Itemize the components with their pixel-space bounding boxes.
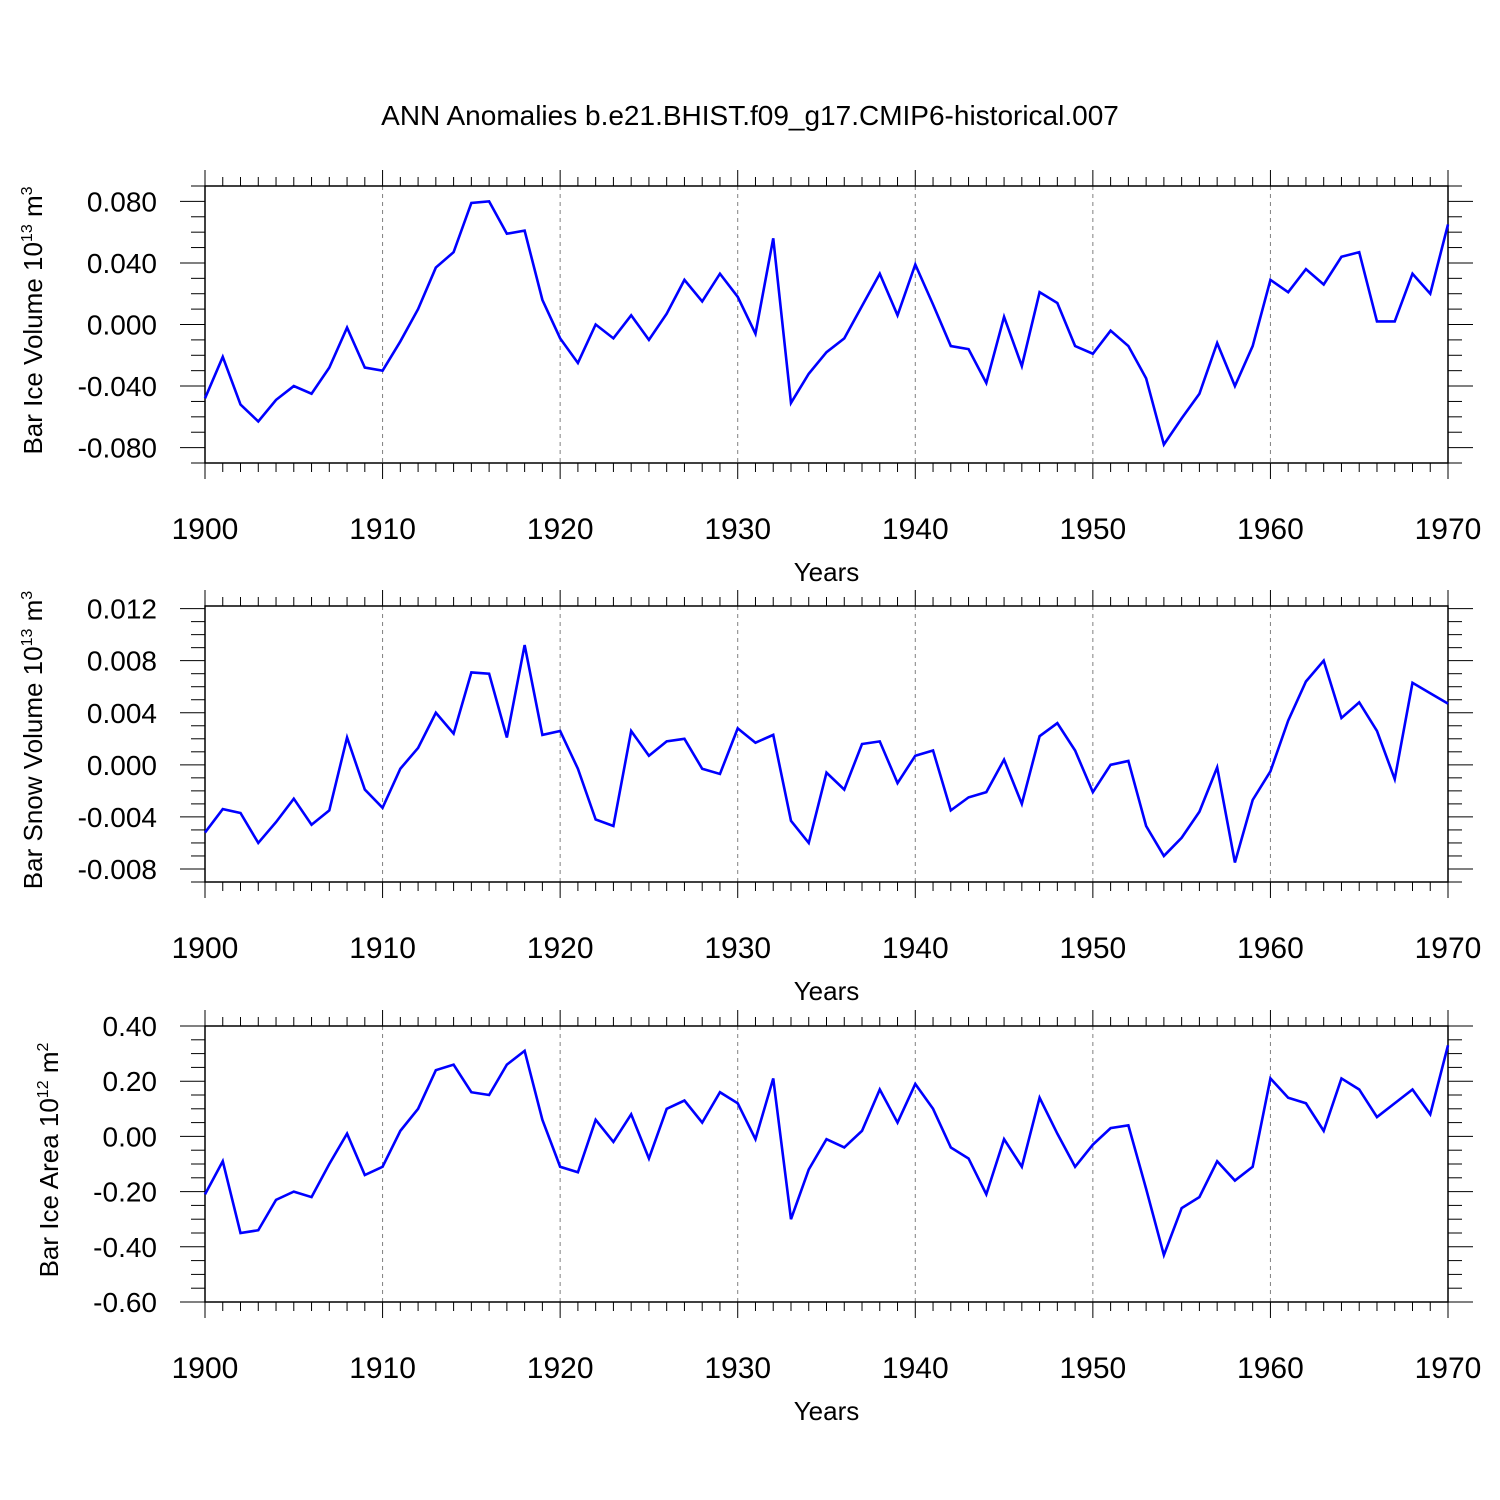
- panel-3: -0.60 -0.40 -0.20 0.00 0.20 0.40 1900 1910 1920 1…: [34, 1010, 1481, 1426]
- x-tick-label: 1940: [882, 932, 949, 965]
- x-tick-label: 1950: [1059, 932, 1126, 965]
- y-tick-label: 0.00: [103, 1121, 158, 1152]
- x-tick-label: 1960: [1237, 932, 1304, 965]
- y-tick-label: -0.60: [93, 1287, 157, 1318]
- x-tick-label: 1920: [527, 932, 594, 965]
- series-line: [203, 200, 1450, 448]
- y-axis-label-main: Bar Snow Volume 10: [18, 646, 48, 889]
- y-tick-label: -0.20: [93, 1177, 157, 1208]
- x-axis-label: Years: [794, 1396, 860, 1426]
- plot-frame: [204, 185, 1449, 464]
- series-line: [203, 644, 1449, 863]
- x-tick-label: 1970: [1415, 932, 1482, 965]
- x-tick-label: 1910: [349, 932, 416, 965]
- y-tick-label: 0.040: [87, 248, 157, 279]
- x-tick-label: 1920: [527, 513, 594, 546]
- x-tick-label: 1960: [1237, 513, 1304, 546]
- y-axis-label-unit-exponent: 3: [19, 186, 36, 195]
- y-axis-label-unit: m: [18, 195, 48, 224]
- x-tick-label: 1950: [1059, 513, 1126, 546]
- x-tick-label: 1930: [704, 932, 771, 965]
- x-tick-label: 1920: [527, 1352, 594, 1385]
- plot-frame: [204, 1025, 1449, 1303]
- x-axis-label: Years: [794, 557, 860, 587]
- x-tick-label: 1900: [172, 1352, 239, 1385]
- y-axis-label-unit-exponent: 2: [35, 1042, 52, 1051]
- y-tick-label: -0.040: [78, 371, 157, 402]
- y-axis-label-exponent: 12: [35, 1080, 52, 1098]
- y-tick-label: 0.080: [87, 186, 157, 217]
- x-tick-label: 1900: [172, 513, 239, 546]
- y-tick-label: 0.40: [103, 1011, 158, 1042]
- y-axis-label-unit: m: [34, 1051, 64, 1080]
- x-tick-label: 1940: [882, 513, 949, 546]
- y-axis-label: Bar Ice Area 1012 m2: [34, 1042, 64, 1277]
- x-tick-label: 1930: [704, 513, 771, 546]
- series-line: [203, 1044, 1450, 1260]
- y-tick-label: 0.000: [87, 310, 157, 341]
- x-tick-label: 1910: [349, 1352, 416, 1385]
- x-tick-label: 1970: [1415, 1352, 1482, 1385]
- y-axis-label-unit: m: [18, 600, 48, 629]
- y-axis-label-main: Bar Ice Area 10: [34, 1098, 64, 1277]
- y-tick-label: 0.012: [87, 594, 157, 625]
- x-axis-label: Years: [794, 976, 860, 1006]
- y-tick-label: 0.000: [87, 750, 157, 781]
- main-title: ANN Anomalies b.e21.BHIST.f09_g17.CMIP6-…: [381, 100, 1119, 131]
- x-tick-label: 1910: [349, 513, 416, 546]
- y-tick-label: -0.004: [78, 802, 157, 833]
- y-axis-label: Bar Snow Volume 1013 m3: [18, 591, 48, 890]
- y-axis-label-unit-exponent: 3: [19, 591, 36, 600]
- panel-2: -0.008 -0.004 0.000 0.004 0.008 0.012 1900 1910…: [18, 590, 1481, 1006]
- y-tick-label: 0.008: [87, 646, 157, 677]
- y-tick-label: -0.40: [93, 1232, 157, 1263]
- x-tick-label: 1950: [1059, 1352, 1126, 1385]
- x-tick-label: 1900: [172, 932, 239, 965]
- x-tick-label: 1960: [1237, 1352, 1304, 1385]
- y-axis-label-exponent: 13: [19, 224, 36, 242]
- x-tick-label: 1930: [704, 1352, 771, 1385]
- y-tick-label: 0.004: [87, 698, 157, 729]
- panel-1: -0.080 -0.040 0.000 0.040 0.080 1900 1910 1920 1…: [18, 170, 1481, 587]
- y-tick-label: -0.080: [78, 433, 157, 464]
- y-tick-label: 0.20: [103, 1066, 158, 1097]
- y-axis-label-main: Bar Ice Volume 10: [18, 242, 48, 454]
- y-tick-label: -0.008: [78, 854, 157, 885]
- x-tick-label: 1940: [882, 1352, 949, 1385]
- y-axis-label: Bar Ice Volume 1013 m3: [18, 186, 48, 454]
- y-axis-label-exponent: 13: [19, 628, 36, 646]
- x-tick-label: 1970: [1415, 513, 1482, 546]
- plot-frame: [204, 605, 1449, 883]
